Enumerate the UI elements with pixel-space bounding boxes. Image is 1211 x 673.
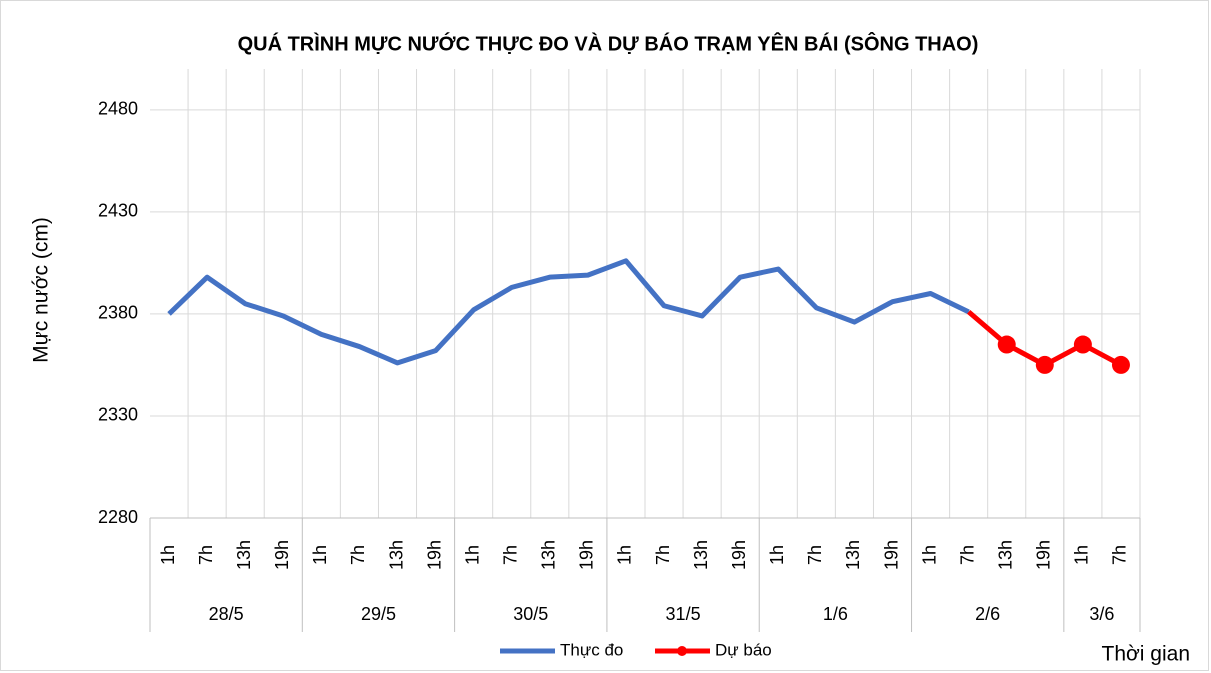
series-line <box>167 258 970 366</box>
x-tick-label: 19h <box>577 540 597 570</box>
group-label: 28/5 <box>209 604 244 624</box>
x-tick-label: 7h <box>1110 545 1130 565</box>
group-label: 30/5 <box>513 604 548 624</box>
y-tick-label: 2330 <box>98 405 138 425</box>
y-tick-label: 2380 <box>98 303 138 323</box>
x-tick-label: 19h <box>424 540 444 570</box>
x-tick-label: 1h <box>462 545 482 565</box>
group-label: 31/5 <box>666 604 701 624</box>
x-tick-label: 19h <box>881 540 901 570</box>
chart-title: QUÁ TRÌNH MỰC NƯỚC THỰC ĐO VÀ DỰ BÁO TRẠ… <box>238 31 979 55</box>
y-tick-label: 2430 <box>98 201 138 221</box>
x-tick-label: 19h <box>1034 540 1054 570</box>
x-tick-label: 7h <box>500 545 520 565</box>
series-marker <box>1073 335 1092 354</box>
x-tick-label: 7h <box>805 545 825 565</box>
x-tick-label: 19h <box>729 540 749 570</box>
group-label: 29/5 <box>361 604 396 624</box>
legend-label: Dự báo <box>715 640 772 659</box>
series-marker <box>997 335 1016 354</box>
x-axis-label: Thời gian <box>1102 643 1190 666</box>
x-tick-label: 13h <box>539 540 559 570</box>
series-marker <box>1111 355 1130 374</box>
y-axis-label: Mực nước (cm) <box>30 217 53 363</box>
legend-marker <box>677 646 687 656</box>
group-label: 3/6 <box>1089 604 1114 624</box>
x-tick-label: 13h <box>234 540 254 570</box>
x-tick-label: 19h <box>272 540 292 570</box>
x-tick-label: 1h <box>1072 545 1092 565</box>
x-tick-label: 1h <box>158 545 178 565</box>
x-tick-label: 1h <box>615 545 635 565</box>
y-tick-label: 2480 <box>98 99 138 119</box>
group-label: 2/6 <box>975 604 1000 624</box>
x-tick-label: 1h <box>767 545 787 565</box>
x-tick-label: 7h <box>653 545 673 565</box>
x-tick-label: 13h <box>691 540 711 570</box>
x-tick-label: 1h <box>919 545 939 565</box>
x-tick-label: 7h <box>957 545 977 565</box>
x-tick-label: 13h <box>995 540 1015 570</box>
series-marker <box>1035 355 1054 374</box>
x-tick-label: 1h <box>310 545 330 565</box>
y-tick-label: 2280 <box>98 507 138 527</box>
x-tick-label: 7h <box>196 545 216 565</box>
legend-label: Thực đo <box>560 640 623 659</box>
x-tick-label: 13h <box>386 540 406 570</box>
x-tick-label: 13h <box>843 540 863 570</box>
x-tick-label: 7h <box>348 545 368 565</box>
group-label: 1/6 <box>823 604 848 624</box>
